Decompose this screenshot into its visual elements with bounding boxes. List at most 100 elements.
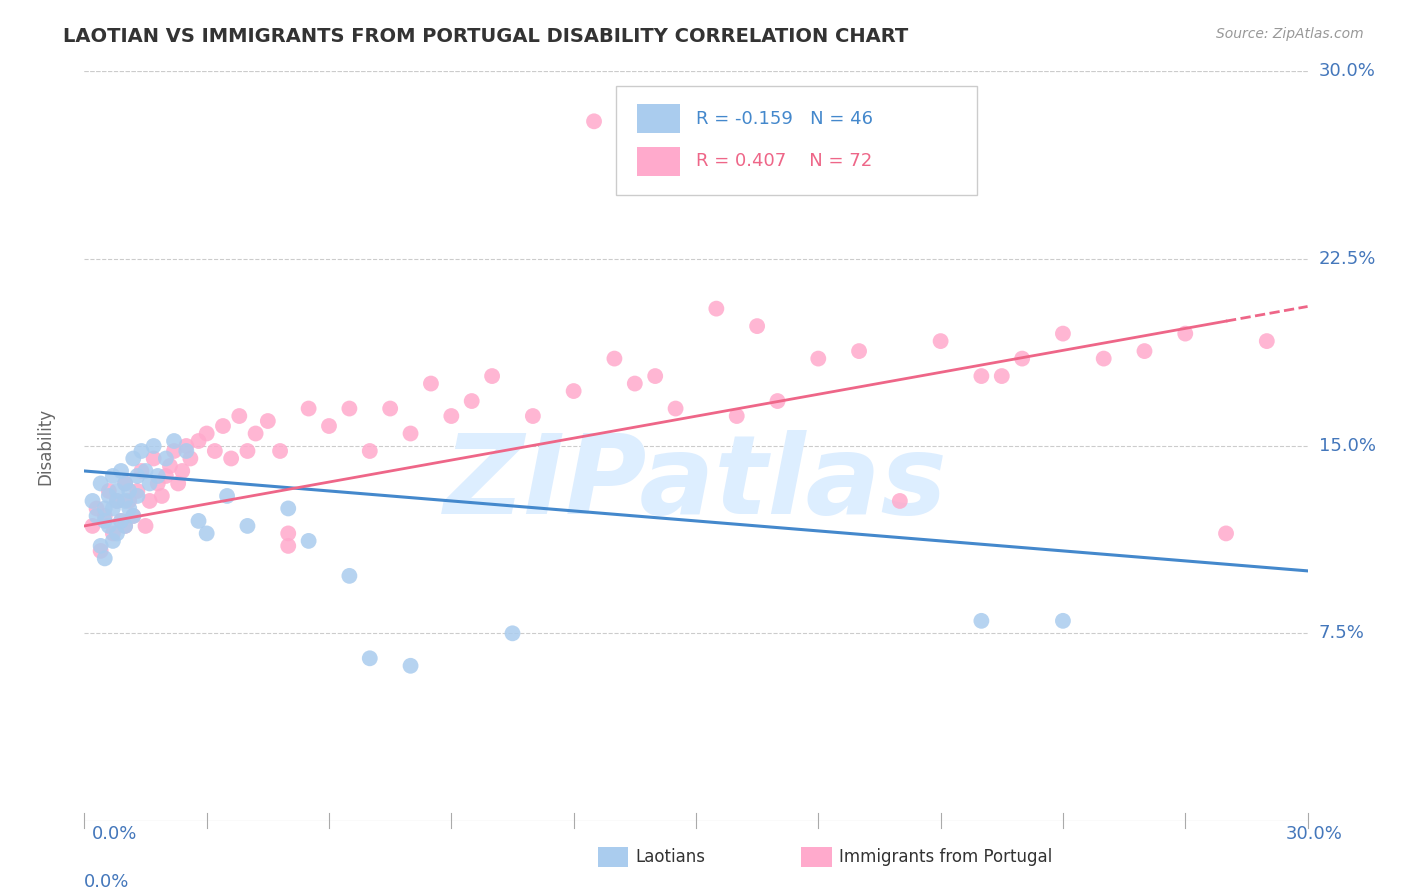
Point bbox=[219, 451, 242, 466]
Point bbox=[114, 519, 136, 533]
Point bbox=[644, 369, 666, 384]
Point bbox=[82, 494, 104, 508]
Point bbox=[114, 519, 136, 533]
Point bbox=[481, 369, 503, 384]
Point bbox=[122, 508, 145, 523]
Point bbox=[142, 451, 165, 466]
Point bbox=[97, 483, 120, 498]
Point bbox=[174, 444, 197, 458]
Point bbox=[155, 469, 177, 483]
Point bbox=[970, 369, 993, 384]
Text: 30.0%: 30.0% bbox=[1286, 825, 1343, 843]
Text: 22.5%: 22.5% bbox=[1319, 250, 1376, 268]
Point bbox=[1133, 344, 1156, 359]
Point bbox=[848, 344, 870, 359]
Point bbox=[163, 444, 186, 458]
Point bbox=[90, 539, 112, 553]
Point bbox=[1215, 526, 1237, 541]
Point bbox=[138, 494, 160, 508]
Point bbox=[399, 658, 422, 673]
Point bbox=[118, 483, 141, 498]
Point bbox=[522, 409, 544, 423]
Point bbox=[114, 476, 136, 491]
FancyBboxPatch shape bbox=[616, 87, 977, 195]
Text: 7.5%: 7.5% bbox=[1319, 624, 1365, 642]
Point bbox=[420, 376, 443, 391]
Point bbox=[118, 494, 141, 508]
Point bbox=[380, 401, 402, 416]
Point bbox=[131, 444, 153, 458]
Point bbox=[101, 501, 124, 516]
Text: 0.0%: 0.0% bbox=[84, 873, 129, 891]
Point bbox=[146, 469, 169, 483]
Point bbox=[1256, 334, 1278, 348]
Point bbox=[991, 369, 1014, 384]
Point bbox=[142, 439, 165, 453]
Text: 0.0%: 0.0% bbox=[91, 825, 136, 843]
Point bbox=[929, 334, 952, 348]
Point bbox=[172, 464, 194, 478]
Text: R = 0.407    N = 72: R = 0.407 N = 72 bbox=[696, 153, 872, 170]
Point bbox=[174, 439, 197, 453]
Point bbox=[228, 409, 250, 423]
Point bbox=[603, 351, 626, 366]
Point bbox=[807, 351, 830, 366]
Point bbox=[114, 494, 136, 508]
Point bbox=[195, 426, 218, 441]
Point bbox=[889, 494, 911, 508]
Point bbox=[212, 419, 235, 434]
Point bbox=[461, 394, 484, 409]
Point bbox=[187, 514, 209, 528]
Point bbox=[187, 434, 209, 448]
Point bbox=[706, 301, 728, 316]
Point bbox=[970, 614, 993, 628]
Point bbox=[93, 514, 115, 528]
Point bbox=[105, 483, 128, 498]
Text: 30.0%: 30.0% bbox=[1319, 62, 1375, 80]
Point bbox=[122, 508, 145, 523]
Text: R = -0.159   N = 46: R = -0.159 N = 46 bbox=[696, 110, 873, 128]
Point bbox=[138, 476, 160, 491]
Point bbox=[90, 544, 112, 558]
Point bbox=[146, 476, 169, 491]
Point bbox=[318, 419, 340, 434]
Point bbox=[118, 501, 141, 516]
Point bbox=[93, 551, 115, 566]
Point bbox=[339, 569, 361, 583]
Point bbox=[440, 409, 463, 423]
Point bbox=[167, 476, 190, 491]
Text: Immigrants from Portugal: Immigrants from Portugal bbox=[839, 848, 1053, 866]
Point bbox=[399, 426, 422, 441]
Point bbox=[257, 414, 280, 428]
Point bbox=[101, 533, 124, 548]
Point bbox=[131, 464, 153, 478]
Point bbox=[1052, 326, 1074, 341]
Point bbox=[339, 401, 361, 416]
Point bbox=[105, 526, 128, 541]
Point bbox=[269, 444, 291, 458]
Point bbox=[110, 514, 132, 528]
Point bbox=[277, 501, 299, 516]
Point bbox=[583, 114, 606, 128]
Point bbox=[359, 651, 381, 665]
FancyBboxPatch shape bbox=[637, 147, 681, 176]
Point bbox=[1011, 351, 1033, 366]
Point bbox=[725, 409, 748, 423]
Point bbox=[90, 476, 112, 491]
Point bbox=[245, 426, 267, 441]
Point bbox=[127, 489, 149, 503]
Point bbox=[1174, 326, 1197, 341]
Point bbox=[277, 526, 299, 541]
Text: Laotians: Laotians bbox=[636, 848, 706, 866]
Point bbox=[101, 526, 124, 541]
Point bbox=[665, 401, 688, 416]
Point bbox=[110, 464, 132, 478]
Point bbox=[93, 501, 115, 516]
Point bbox=[236, 444, 259, 458]
Point bbox=[97, 489, 120, 503]
Point bbox=[97, 519, 120, 533]
Point bbox=[101, 469, 124, 483]
Point bbox=[86, 508, 108, 523]
Point bbox=[236, 519, 259, 533]
Point bbox=[562, 384, 585, 398]
